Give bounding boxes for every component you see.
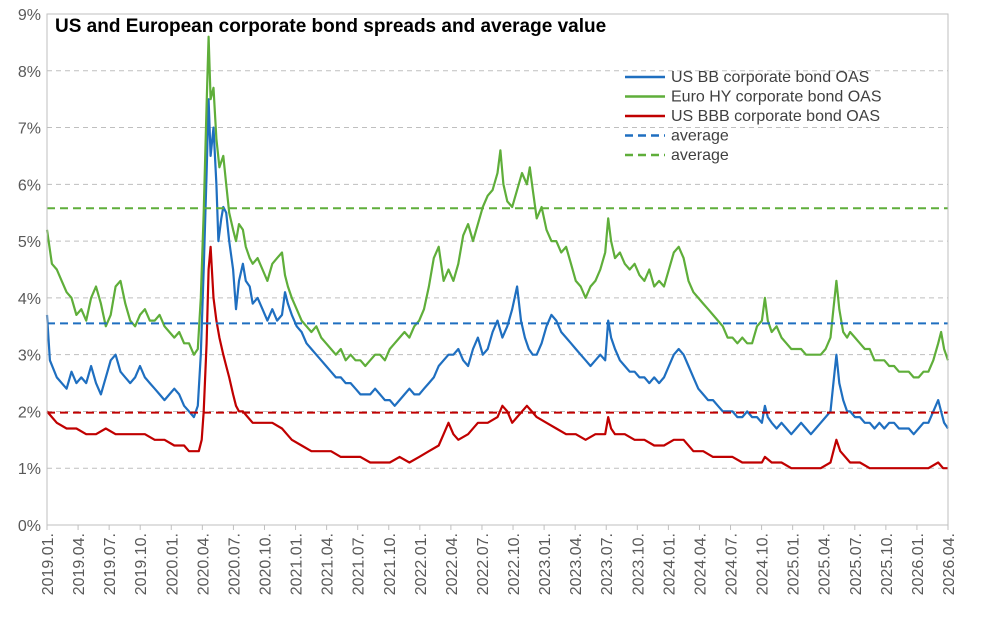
y-tick-label: 7% bbox=[18, 121, 41, 138]
y-axis-ticks: 0% 1% 2% 3% 4% 5% 6% 7% 8% 9% bbox=[18, 7, 41, 535]
series-line-1 bbox=[45, 35, 950, 379]
x-tick-label: 2023.01. bbox=[537, 533, 554, 595]
x-tick-label: 2024.07. bbox=[724, 533, 741, 595]
legend-entry: US BB corporate bond OAS bbox=[671, 69, 869, 86]
y-tick-label: 2% bbox=[18, 404, 41, 421]
legend-entry: Euro HY corporate bond OAS bbox=[671, 89, 882, 106]
x-tick-label: 2023.04. bbox=[568, 533, 585, 595]
x-tick-label: 2021.07. bbox=[351, 533, 368, 595]
y-tick-label: 9% bbox=[18, 7, 41, 24]
x-tick-label: 2021.01. bbox=[289, 533, 306, 595]
y-tick-label: 5% bbox=[18, 234, 41, 251]
chart-title: US and European corporate bond spreads a… bbox=[55, 16, 606, 37]
legend-entry: average bbox=[671, 128, 729, 145]
x-tick-label: 2021.04. bbox=[320, 533, 337, 595]
x-tick-label: 2020.10. bbox=[257, 533, 274, 595]
y-tick-label: 6% bbox=[18, 177, 41, 194]
x-tick-label: 2023.10. bbox=[630, 533, 647, 595]
x-tick-label: 2019.10. bbox=[133, 533, 150, 595]
y-tick-label: 4% bbox=[18, 291, 41, 308]
legend-entry: US BBB corporate bond OAS bbox=[671, 108, 880, 125]
x-tick-label: 2022.04. bbox=[444, 533, 461, 595]
plot-frame bbox=[46, 13, 949, 526]
x-tick-label: 2025.07. bbox=[848, 533, 865, 595]
x-tick-label: 2021.10. bbox=[382, 533, 399, 595]
x-tick-label: 2022.01. bbox=[413, 533, 430, 595]
x-tick-label: 2022.07. bbox=[475, 533, 492, 595]
series-layer bbox=[45, 35, 950, 470]
x-tick-label: 2019.07. bbox=[102, 533, 119, 595]
y-tick-label: 8% bbox=[18, 64, 41, 81]
x-axis-ticks: 2019.01. 2019.04. 2019.07. 2019.10. 2020.01.… bbox=[40, 525, 958, 595]
series-line-0 bbox=[45, 98, 949, 436]
x-tick-label: 2019.01. bbox=[40, 533, 57, 595]
x-tick-label: 2020.07. bbox=[226, 533, 243, 595]
x-tick-label: 2020.01. bbox=[164, 533, 181, 595]
series-line-2 bbox=[46, 245, 948, 470]
x-tick-label: 2023.07. bbox=[599, 533, 616, 595]
y-tick-label: 3% bbox=[18, 348, 41, 365]
x-tick-label: 2026.04. bbox=[941, 533, 958, 595]
x-tick-label: 2025.04. bbox=[817, 533, 834, 595]
x-tick-label: 2026.01. bbox=[910, 533, 927, 595]
x-tick-label: 2020.04. bbox=[195, 533, 212, 595]
x-tick-label: 2022.10. bbox=[506, 533, 523, 595]
y-tick-label: 1% bbox=[18, 461, 41, 478]
y-tick-label: 0% bbox=[18, 518, 41, 535]
legend-entry: average bbox=[671, 147, 729, 164]
x-tick-label: 2024.01. bbox=[661, 533, 678, 595]
x-tick-label: 2024.04. bbox=[692, 533, 709, 595]
legend: US BB corporate bond OAS Euro HY corporat… bbox=[625, 69, 882, 164]
x-tick-label: 2025.10. bbox=[879, 533, 896, 595]
x-tick-label: 2025.01. bbox=[786, 533, 803, 595]
x-tick-label: 2024.10. bbox=[755, 533, 772, 595]
x-tick-label: 2019.04. bbox=[71, 533, 88, 595]
